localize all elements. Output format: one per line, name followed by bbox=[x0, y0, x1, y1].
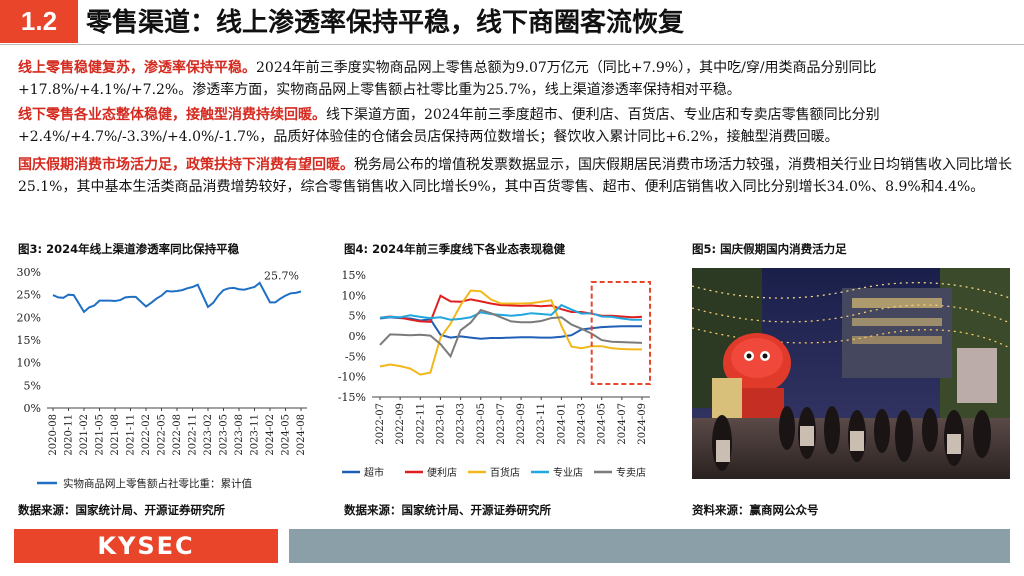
footer-logo: KYSEC bbox=[97, 532, 195, 560]
x-tick-label: 2020-08 bbox=[48, 414, 59, 456]
figure4-source: 数据来源：国家统计局、开源证券研究所 bbox=[344, 503, 551, 517]
x-tick-label: 2022-02 bbox=[141, 414, 152, 456]
legend-label: 专卖店 bbox=[616, 466, 646, 479]
y-tick-label: 15% bbox=[17, 334, 41, 347]
x-tick-label: 2023-02 bbox=[203, 414, 214, 456]
legend-label: 百货店 bbox=[490, 466, 520, 479]
x-tick-label: 2023-03 bbox=[456, 403, 467, 445]
y-tick-label: -10% bbox=[338, 371, 366, 384]
chart-offline-formats: 15% 10% 5% 0% -5% -10% -15% 2022-07 2022-09 2022-… bbox=[338, 269, 652, 479]
paragraph-offline-body: 线下渠道方面，2024年前三季度超市、便利店、百货店、专业店和专卖店零售额同比分… bbox=[18, 107, 880, 145]
footer-bar bbox=[289, 529, 1010, 563]
y-tick-label: -5% bbox=[345, 350, 366, 363]
y-tick-label: 15% bbox=[342, 269, 366, 282]
series-line bbox=[379, 303, 642, 321]
x-tick-label: 2023-08 bbox=[234, 414, 245, 456]
x-tick-label: 2022-05 bbox=[157, 414, 168, 456]
x-tick-label: 2023-11 bbox=[250, 414, 261, 456]
legend-label: 便利店 bbox=[427, 466, 457, 479]
x-tick-label: 2024-03 bbox=[577, 403, 588, 445]
paragraph-offline-lead: 线下零售各业态整体稳健，接触型消费持续回暖。 bbox=[18, 107, 326, 123]
series-line bbox=[379, 308, 643, 359]
y-tick-label: 25% bbox=[17, 289, 41, 302]
y-tick-label: 30% bbox=[17, 266, 41, 279]
y-tick-label: 5% bbox=[24, 379, 41, 392]
page-title: 零售渠道：线上渗透率保持平稳，线下商圈客流恢复 bbox=[86, 8, 685, 38]
header-divider bbox=[0, 44, 1024, 45]
y-tick-label: 5% bbox=[349, 310, 366, 323]
x-tick-label: 2020-11 bbox=[64, 414, 75, 456]
x-tick-label: 2024-01 bbox=[556, 403, 567, 445]
x-tick-label: 2023-09 bbox=[516, 403, 527, 445]
figure3-source: 数据来源：国家统计局、开源证券研究所 bbox=[18, 503, 225, 517]
x-tick-label: 2023-01 bbox=[435, 403, 446, 445]
highlight-box bbox=[590, 281, 652, 385]
x-tick-label: 2024-09 bbox=[637, 403, 648, 445]
x-tick-label: 2024-05 bbox=[281, 414, 292, 456]
legend-label: 专业店 bbox=[553, 466, 583, 479]
series-line-online-share bbox=[52, 281, 302, 314]
x-tick-label: 2022-07 bbox=[375, 403, 386, 445]
paragraph-online: 线上零售稳健复苏，渗透率保持平稳。2024年前三季度实物商品网上零售总额为9.0… bbox=[18, 57, 1013, 101]
figure4-title: 图4: 2024年前三季度线下各业态表现稳健 bbox=[344, 242, 566, 256]
holiday-street-photo bbox=[692, 268, 1010, 479]
y-tick-label: 0% bbox=[349, 330, 366, 343]
paragraph-holiday-lead: 国庆假期消费市场活力足，政策扶持下消费有望回暖。 bbox=[18, 157, 354, 173]
paragraph-holiday-body: 税务局公布的增值税发票数据显示，国庆假期居民消费市场活力较强，消费相关行业日均销… bbox=[18, 157, 1012, 195]
y-tick-label: 0% bbox=[24, 402, 41, 415]
paragraph-holiday: 国庆假期消费市场活力足，政策扶持下消费有望回暖。税务局公布的增值税发票数据显示，… bbox=[18, 154, 1013, 198]
x-tick-label: 2023-05 bbox=[476, 403, 487, 445]
series-line bbox=[379, 289, 642, 376]
y-tick-label: -15% bbox=[338, 391, 366, 404]
x-tick-label: 2023-05 bbox=[219, 414, 230, 456]
legend-label: 实物商品网上零售额占社零比重：累计值 bbox=[63, 477, 252, 490]
paragraph-online-body: 2024年前三季度实物商品网上零售总额为9.07万亿元（同比+7.9%），其中吃… bbox=[18, 60, 877, 98]
data-label-last: 25.7% bbox=[264, 269, 299, 282]
x-tick-label: 2023-11 bbox=[536, 403, 547, 445]
y-tick-label: 10% bbox=[342, 289, 366, 302]
legend-label: 超市 bbox=[364, 466, 384, 479]
x-tick-label: 2022-11 bbox=[188, 414, 199, 456]
x-tick-label: 2021-08 bbox=[110, 414, 121, 456]
figure3-title: 图3: 2024年线上渠道渗透率同比保持平稳 bbox=[18, 242, 240, 256]
y-tick-label: 20% bbox=[17, 311, 41, 324]
figure5-title: 图5: 国庆假期国内消费活力足 bbox=[692, 242, 847, 256]
chart-online-penetration: 0% 5% 10% 15% 20% 25% 30% 2020-08 2020-11 2021-02… bbox=[17, 266, 307, 490]
x-tick-label: 2024-08 bbox=[296, 414, 307, 456]
x-tick-label: 2021-05 bbox=[95, 414, 106, 456]
paragraph-online-lead: 线上零售稳健复苏，渗透率保持平稳。 bbox=[18, 60, 256, 76]
section-number: 1.2 bbox=[0, 0, 78, 43]
footer-brand-bar bbox=[14, 529, 278, 563]
x-tick-label: 2024-02 bbox=[265, 414, 276, 456]
x-tick-label: 2022-11 bbox=[415, 403, 426, 445]
x-tick-label: 2021-11 bbox=[126, 414, 137, 456]
x-tick-label: 2024-07 bbox=[617, 403, 628, 445]
series-line bbox=[379, 316, 642, 340]
series-line bbox=[379, 294, 643, 323]
x-tick-label: 2021-02 bbox=[79, 414, 90, 456]
x-tick-label: 2024-05 bbox=[597, 403, 608, 445]
figure5-source: 资料来源：赢商网公众号 bbox=[692, 503, 819, 517]
x-tick-label: 2022-08 bbox=[172, 414, 183, 456]
y-tick-label: 10% bbox=[17, 357, 41, 370]
paragraph-offline: 线下零售各业态整体稳健，接触型消费持续回暖。线下渠道方面，2024年前三季度超市… bbox=[18, 104, 1013, 148]
x-tick-label: 2023-07 bbox=[496, 403, 507, 445]
x-tick-label: 2022-09 bbox=[395, 403, 406, 445]
